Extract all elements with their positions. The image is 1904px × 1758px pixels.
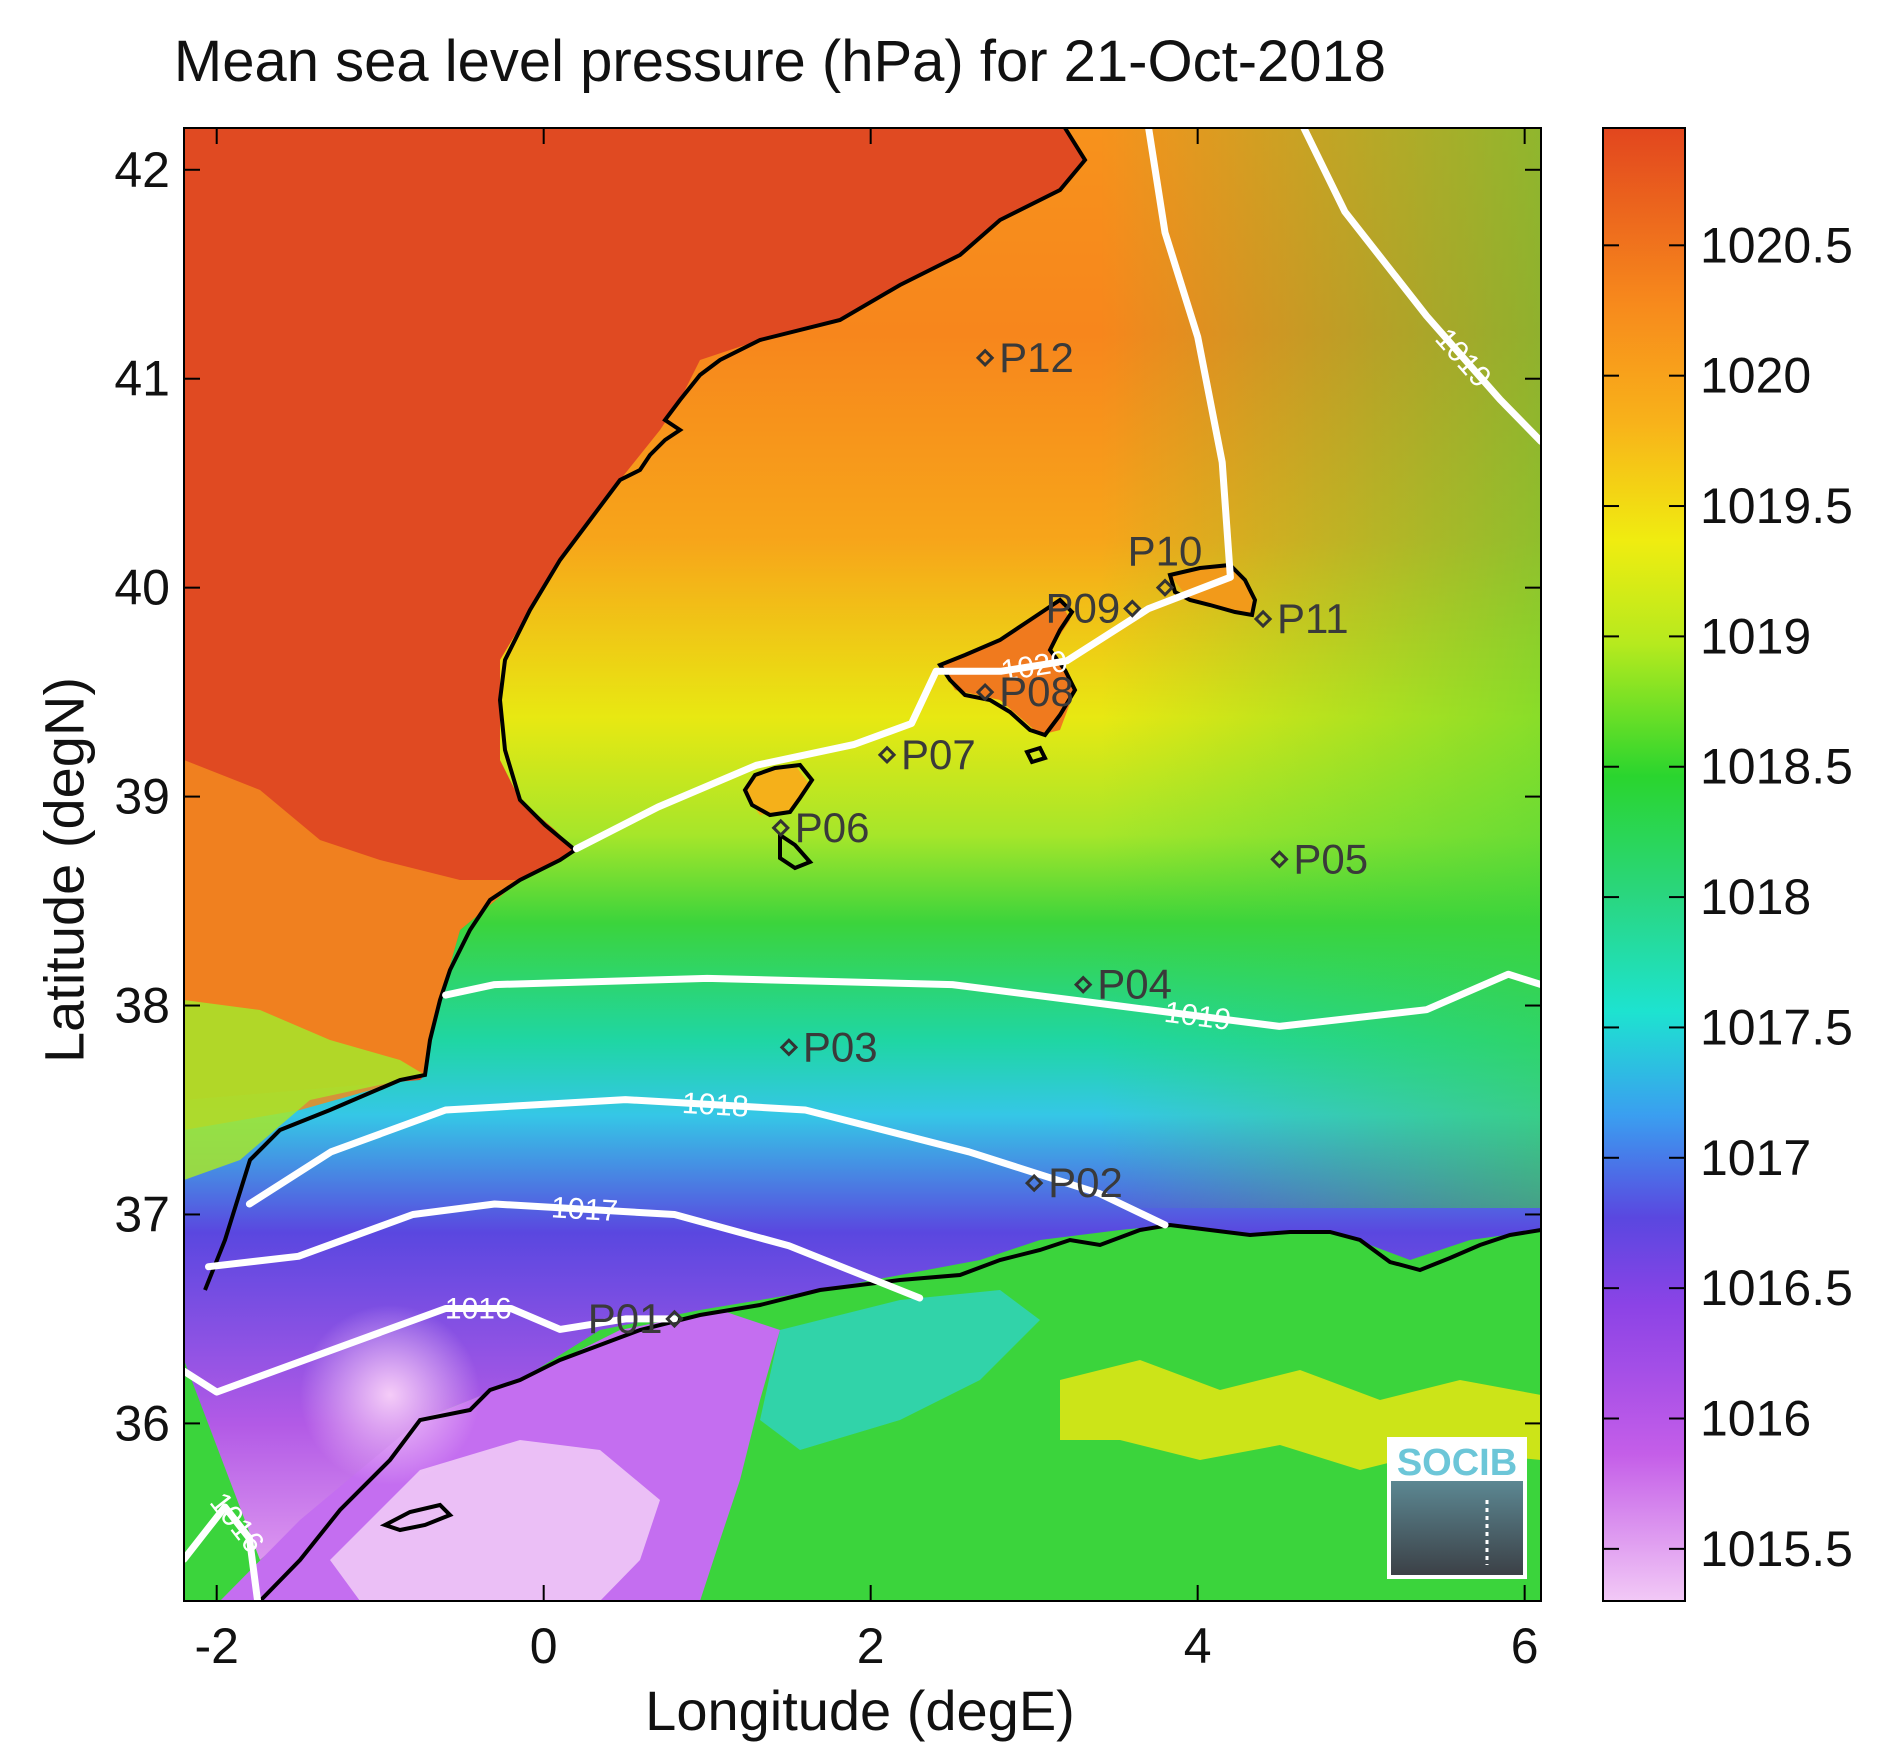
x-tick-label-4: 4 bbox=[1184, 1618, 1212, 1674]
coastline-africa bbox=[258, 1222, 1541, 1601]
station-label-P10: P10 bbox=[1128, 528, 1203, 575]
station-label-P05: P05 bbox=[1293, 835, 1368, 882]
station-label-P12: P12 bbox=[999, 334, 1074, 381]
station-marker-P02 bbox=[1024, 1173, 1044, 1193]
contour-label-1017-4: 1017 bbox=[550, 1191, 619, 1228]
y-axis: 36 37 38 39 40 41 42 bbox=[114, 142, 1541, 1451]
station-label-P09: P09 bbox=[1046, 585, 1121, 632]
station-label-P06: P06 bbox=[795, 804, 870, 851]
x-tick-label--2: -2 bbox=[194, 1618, 238, 1674]
station-marker-P05 bbox=[1270, 850, 1289, 869]
station-marker-P08 bbox=[975, 682, 995, 702]
land-africa-cyan bbox=[760, 1290, 1040, 1450]
contour-1018-3 bbox=[245, 1096, 1169, 1229]
coastline-cabrera bbox=[1024, 745, 1048, 765]
colorbar bbox=[1602, 127, 1686, 1602]
contour-1017-4 bbox=[205, 1200, 924, 1302]
station-marker-P06 bbox=[771, 818, 790, 838]
land-iberia-low bbox=[184, 1000, 425, 1180]
x-tick-label-0: 0 bbox=[530, 1618, 558, 1674]
cb-tick-label-4: 1017.5 bbox=[1700, 999, 1853, 1055]
x-axis: -2 0 2 4 6 bbox=[194, 128, 1539, 1674]
land-iberia bbox=[184, 128, 1085, 1100]
socib-logo: SOCIB bbox=[1387, 1437, 1527, 1579]
contour-label-1016-5: 1016 bbox=[445, 1292, 512, 1325]
y-tick-label-38: 38 bbox=[114, 978, 170, 1034]
station-label-P04: P04 bbox=[1097, 961, 1172, 1008]
cb-tick-label-3: 1017 bbox=[1700, 1130, 1811, 1186]
cb-tick-label-5: 1018 bbox=[1700, 869, 1811, 925]
station-marker-P09 bbox=[1123, 599, 1142, 618]
colorbar-axis: 1015.5 1016 1016.5 1017 1017.5 1018 1018.5 1019… bbox=[1603, 217, 1853, 1577]
cb-tick-label-1: 1016 bbox=[1700, 1391, 1811, 1447]
station-label-P01: P01 bbox=[588, 1295, 663, 1342]
east-gradient-overlay bbox=[1100, 128, 1541, 1208]
station-label-P08: P08 bbox=[999, 668, 1074, 715]
x-tick-label-6: 6 bbox=[1511, 1618, 1539, 1674]
chart-title: Mean sea level pressure (hPa) for 21-Oct… bbox=[173, 29, 1387, 94]
plot-frame bbox=[183, 127, 1542, 1602]
contour-1020-0 bbox=[572, 128, 1234, 853]
station-marker-P04 bbox=[1073, 975, 1093, 994]
station-marker-P07 bbox=[877, 745, 897, 765]
coastline-formentera bbox=[778, 831, 814, 871]
station-marker-P01 bbox=[665, 1309, 684, 1329]
coastline-ibiza bbox=[742, 762, 815, 818]
logo-top-band bbox=[1391, 1441, 1523, 1481]
station-label-P02: P02 bbox=[1048, 1159, 1123, 1206]
x-tick-label-2: 2 bbox=[857, 1618, 885, 1674]
station-marker-P12 bbox=[975, 348, 995, 368]
cb-tick-label-6: 1018.5 bbox=[1700, 739, 1853, 795]
y-tick-label-40: 40 bbox=[114, 560, 170, 616]
contour-1019-1 bbox=[1300, 128, 1541, 445]
y-tick-label-37: 37 bbox=[114, 1186, 170, 1242]
y-tick-label-39: 39 bbox=[114, 769, 170, 825]
logo-text: SOCIB bbox=[1397, 1442, 1517, 1484]
island-ibiza-fill bbox=[745, 765, 810, 815]
cb-tick-label-2: 1016.5 bbox=[1700, 1260, 1853, 1316]
station-marker-P03 bbox=[779, 1038, 799, 1057]
cb-tick-label-10: 1020.5 bbox=[1700, 217, 1853, 273]
y-tick-label-41: 41 bbox=[114, 351, 170, 407]
station-label-P07: P07 bbox=[901, 731, 976, 778]
station-marker-P11 bbox=[1253, 609, 1273, 629]
contour-1016-6 bbox=[184, 1503, 262, 1601]
cb-tick-label-8: 1019.5 bbox=[1700, 478, 1853, 534]
cb-tick-label-0: 1015.5 bbox=[1700, 1521, 1853, 1577]
contour-label-1018-3: 1018 bbox=[681, 1087, 750, 1124]
y-tick-label-42: 42 bbox=[114, 142, 170, 198]
coastline-alboran-island bbox=[379, 1502, 454, 1533]
station-label-P03: P03 bbox=[803, 1023, 878, 1070]
cb-tick-label-9: 1020 bbox=[1700, 348, 1811, 404]
station-label-P11: P11 bbox=[1277, 595, 1349, 642]
y-tick-label-36: 36 bbox=[114, 1395, 170, 1451]
contour-1016-5 bbox=[184, 1305, 678, 1396]
station-marker-P10 bbox=[1155, 578, 1175, 597]
contour-1019-2 bbox=[442, 970, 1541, 1030]
coastline-iberia bbox=[203, 128, 1088, 1291]
cb-tick-label-7: 1019 bbox=[1700, 608, 1811, 664]
x-axis-label: Longitude (degE) bbox=[645, 1679, 1075, 1742]
